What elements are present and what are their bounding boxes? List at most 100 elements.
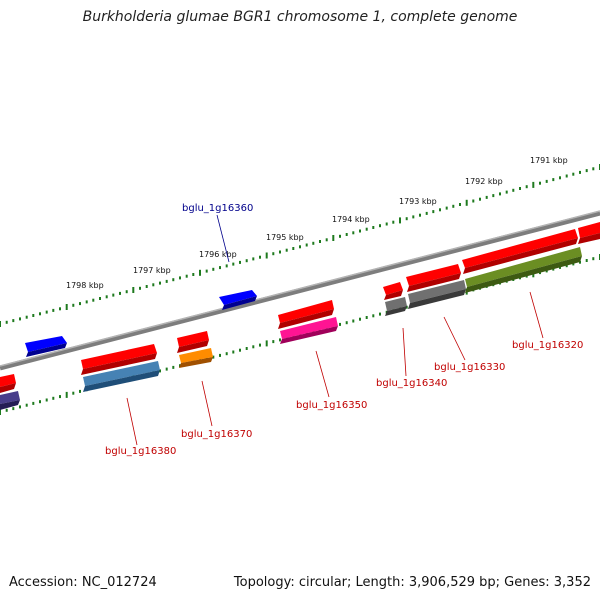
minor-tick [125,290,128,294]
major-tick [265,340,268,347]
minor-tick [325,238,328,242]
minor-tick [145,285,148,288]
major-tick [65,304,68,310]
minor-tick [179,276,181,280]
minor-tick [252,345,255,349]
minor-tick [319,240,321,243]
cds-bglu_1g16320[interactable] [465,247,582,293]
leader-bglu_1g16340 [402,327,407,377]
minor-tick [505,190,508,194]
minor-tick [545,179,548,183]
gene-bglu_1g16360[interactable] [219,290,257,310]
minor-tick [105,295,108,299]
minor-tick [592,257,595,261]
minor-tick [185,274,188,278]
gene-bglu_1g16370-red[interactable] [177,331,209,353]
gene-bglu_1g16330-red[interactable] [406,264,461,292]
gene-forward-left[interactable] [25,336,67,357]
major-tick [199,269,201,276]
minor-tick [339,234,341,238]
genome-backbone [0,210,600,371]
minor-tick [45,398,48,402]
gene-bglu_1g16320-red[interactable] [462,229,578,274]
major-tick [465,199,468,206]
minor-tick [272,340,275,344]
minor-tick [339,322,341,326]
minor-tick [392,220,395,224]
minor-tick [72,303,75,307]
minor-tick [139,286,141,290]
minor-tick [219,266,221,270]
gene-red-left-edge[interactable] [0,374,16,393]
gene-label-bglu_1g16340: bglu_1g16340 [376,378,447,389]
minor-tick [79,302,81,306]
kbp-label-1793: 1793 kbp [399,197,437,206]
minor-tick [585,169,588,173]
minor-tick [245,347,248,350]
minor-tick [152,283,155,287]
major-tick [132,287,135,293]
minor-tick [19,405,21,409]
gene-bglu_1g16340-red[interactable] [383,282,403,300]
cds-bglu_1g16370[interactable] [179,348,213,368]
minor-tick [485,195,488,199]
kbp-label-1791: 1791 kbp [530,156,568,165]
minor-tick [219,353,221,357]
minor-tick [539,181,541,185]
major-tick [265,252,268,259]
minor-tick [252,257,255,261]
cds-bglu_1g16330[interactable] [408,280,466,309]
minor-tick [419,213,421,217]
minor-tick [285,248,288,252]
gene-label-bglu_1g16380: bglu_1g16380 [105,446,176,457]
minor-tick [25,315,28,319]
minor-tick [212,267,215,271]
cds-left-edge[interactable] [0,391,20,410]
minor-tick [72,391,75,395]
minor-tick [579,170,581,174]
cds-bglu_1g16350[interactable] [280,317,338,344]
gene-bglu_1g16350-red[interactable] [278,300,334,329]
minor-tick [512,188,515,192]
cds-bglu_1g16340[interactable] [385,297,407,316]
minor-tick [345,233,348,236]
gene-red-far-right[interactable] [578,222,600,244]
kbp-label-1796: 1796 kbp [199,250,237,259]
minor-tick [112,293,115,297]
minor-tick [45,310,48,314]
minor-tick [565,264,568,268]
gene-bglu_1g16380-red[interactable] [81,344,157,375]
leader-bglu_1g16320 [529,291,544,339]
minor-tick [292,247,295,250]
minor-tick [459,203,461,206]
kbp-label-1792: 1792 kbp [465,177,503,186]
minor-tick [79,389,81,393]
minor-tick [32,401,35,405]
gene-label-bglu_1g16350: bglu_1g16350 [296,400,367,411]
minor-tick [572,262,575,266]
minor-tick [92,298,95,302]
minor-tick [345,321,348,325]
minor-tick [372,314,375,318]
minor-tick [405,305,408,309]
minor-tick [359,229,361,233]
minor-tick [85,300,88,304]
minor-tick [19,317,21,321]
minor-tick [365,316,368,319]
major-tick [0,409,1,415]
minor-tick [472,199,475,203]
minor-tick [525,185,528,189]
minor-tick [32,314,35,317]
kbp-label-1794: 1794 kbp [332,215,370,224]
minor-tick [52,396,55,400]
minor-tick [312,241,315,245]
leader-bglu_1g16350 [315,350,330,398]
minor-tick [372,226,375,229]
minor-tick [172,278,175,282]
gene-label-bglu_1g16370: bglu_1g16370 [181,429,252,440]
cds-bglu_1g16380[interactable] [83,361,160,392]
minor-tick [405,217,408,221]
minor-tick [232,350,235,354]
genome-stats-text: Topology: circular; Length: 3,906,529 bp… [233,575,591,590]
minor-tick [99,297,101,300]
